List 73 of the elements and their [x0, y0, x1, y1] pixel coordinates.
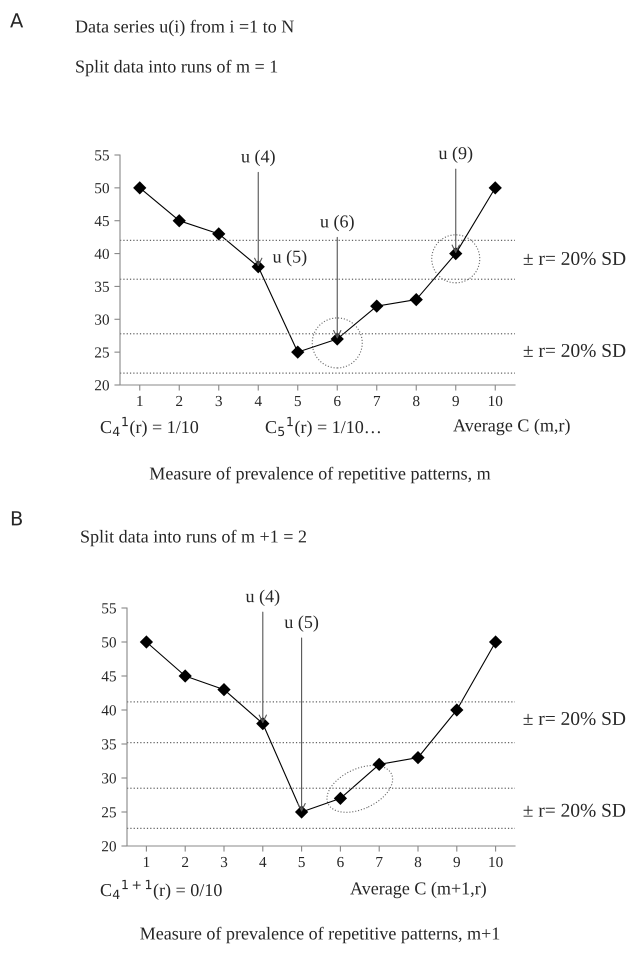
x-tick-label: 1: [137, 396, 143, 406]
y-tick-label: 25: [102, 807, 116, 818]
point: [291, 346, 304, 359]
annotation: u (5): [284, 615, 318, 632]
x-tick-label: 3: [220, 856, 228, 868]
text: C$_{4}$$^{1}$(r) = 1/10: [100, 416, 198, 437]
y-tick-label: 20: [94, 380, 109, 390]
y-tick-label: 40: [94, 248, 109, 260]
y-tick-label: 35: [102, 739, 116, 750]
point: [178, 670, 192, 682]
y-tick-label: 55: [95, 150, 109, 160]
x-tick-label: 5: [298, 857, 305, 868]
y-tick-label: 45: [94, 216, 109, 226]
x-tick-label: 3: [216, 396, 222, 406]
point: [450, 704, 464, 716]
x-tick-label: 2: [182, 856, 188, 868]
text: B: [12, 511, 22, 526]
text: A: [10, 13, 24, 28]
point: [140, 636, 153, 648]
x-tick-label: 2: [176, 396, 182, 406]
text: ± r= 20% SD: [524, 344, 626, 358]
chart-subtitle: Split data into runs of m = 1: [76, 60, 278, 76]
point: [372, 758, 386, 771]
y-tick-label: 35: [95, 282, 109, 292]
chart-title: Data series u(i) from i =1 to N: [76, 20, 294, 36]
y-tick-label: 50: [95, 183, 109, 194]
x-axis-title: Measure of prevalence of repetitive patterns, m: [150, 466, 490, 484]
point: [334, 792, 347, 805]
y-tick-label: 45: [102, 671, 116, 682]
text: C$_{4}$$^{1+1}$(r) = 0/10: [100, 880, 222, 900]
point: [172, 214, 186, 228]
y-tick-label: 55: [102, 603, 116, 614]
point: [410, 293, 423, 306]
x-tick-label: 7: [376, 857, 383, 868]
text: ± r= 20% SD: [524, 804, 626, 817]
y-tick-label: 30: [102, 773, 116, 784]
text: C$_{5}$$^{1}$(r) = 1/10…: [266, 416, 380, 437]
x-tick-label: 6: [334, 396, 341, 406]
x-tick-label: 4: [254, 396, 262, 406]
chart-title: Split data into runs of m +1 = 2: [81, 530, 306, 546]
x-tick-label: 10: [488, 396, 502, 406]
x-tick-label: 9: [453, 856, 460, 868]
x-tick-label: 4: [259, 856, 266, 868]
x-tick-label: 6: [337, 856, 344, 868]
y-tick-label: 50: [102, 637, 116, 648]
annotation: u (5): [272, 250, 306, 266]
annotation: u (6): [320, 214, 354, 232]
x-tick-label: 8: [414, 856, 422, 868]
x-axis-title: Measure of prevalence of repetitive patterns, m+1: [140, 926, 500, 944]
annotation: u (4): [246, 590, 280, 606]
x-tick-label: 9: [452, 396, 459, 406]
annotation: u (4): [241, 150, 275, 166]
text: ± r= 20% SD: [524, 712, 626, 726]
y-tick-label: 30: [95, 314, 109, 325]
point: [212, 227, 226, 240]
x-tick-label: 8: [413, 396, 420, 406]
text: ± r= 20% SD: [524, 252, 626, 266]
point: [488, 181, 502, 194]
y-tick-label: 40: [102, 705, 116, 716]
text: Average C (m+1,r): [350, 882, 486, 898]
y-tick-label: 25: [94, 347, 109, 358]
x-tick-label: 7: [374, 396, 380, 406]
x-tick-label: 10: [489, 856, 503, 868]
point: [412, 751, 424, 764]
text: Average C (m,r): [453, 418, 570, 436]
point: [489, 636, 502, 648]
point: [133, 181, 146, 194]
x-tick-label: 5: [294, 396, 301, 406]
point: [218, 683, 230, 696]
point: [370, 300, 384, 313]
annotation: u (9): [438, 146, 472, 163]
x-tick-label: 1: [144, 856, 150, 868]
y-tick-label: 20: [102, 841, 116, 852]
